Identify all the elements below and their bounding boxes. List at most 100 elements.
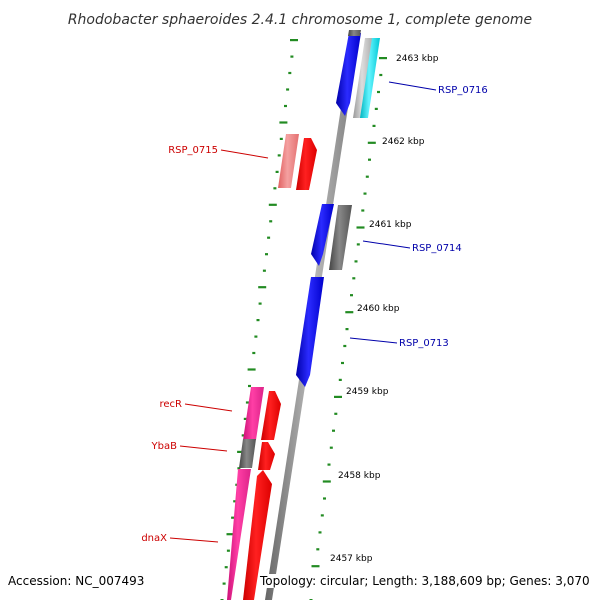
gene-ybaB-forward[interactable] <box>258 442 275 470</box>
right-guide-tick <box>334 412 338 415</box>
left-guide-tick <box>237 467 241 470</box>
gene-label-leaders <box>169 81 437 543</box>
leader-ybaB <box>179 445 228 452</box>
left-guide-tick <box>277 154 281 157</box>
left-guide-tick <box>288 71 292 75</box>
right-guide-tick <box>327 463 331 466</box>
left-guide-tick <box>290 55 294 58</box>
left-guide-tick <box>243 417 247 420</box>
tick-label-2457: 2457 kbp <box>330 554 373 564</box>
leader-rsp0716 <box>388 81 437 91</box>
gene-rsp0715-light[interactable] <box>278 134 299 188</box>
left-guide-tick <box>273 187 277 190</box>
gene-rsp0716-neighbor-silver[interactable] <box>353 38 373 118</box>
gene-rsp0715-forward[interactable] <box>296 138 317 190</box>
left-guide-tick <box>258 302 262 305</box>
leader-rsp0714 <box>362 240 411 249</box>
gene-dnaX-rna[interactable] <box>227 469 251 600</box>
right-guide-tick <box>352 277 356 280</box>
right-guide-tick <box>354 260 358 263</box>
left-guide-tick <box>245 401 249 404</box>
gene-label-ybaB[interactable]: YbaB <box>151 441 178 452</box>
gene-label-rsp0713[interactable]: RSP_0713 <box>399 338 449 349</box>
tick-guide-lines <box>220 39 387 600</box>
gene-rsp0716-reverse[interactable] <box>336 33 361 116</box>
left-guide-tick <box>222 582 226 585</box>
gene-rsp0714-gray[interactable] <box>329 205 352 270</box>
tick-label-2459: 2459 kbp <box>346 387 389 397</box>
leader-rsp0715 <box>220 149 269 159</box>
left-guide-tick <box>233 500 237 503</box>
right-guide-tick <box>322 480 331 483</box>
right-guide-tick <box>320 514 324 517</box>
right-guide-tick <box>377 90 380 94</box>
right-guide-tick <box>341 361 344 365</box>
gene-ybaB-gray[interactable] <box>239 439 256 468</box>
kbp-tick-labels: 2463 kbp 2462 kbp 2461 kbp 2460 kbp 2459… <box>330 54 439 564</box>
left-guide-tick <box>258 286 267 289</box>
right-guide-tick <box>332 429 335 432</box>
left-guide-tick <box>254 335 258 338</box>
left-guide-tick <box>226 549 230 552</box>
tick-label-2463: 2463 kbp <box>396 54 439 64</box>
left-guide-tick <box>269 220 273 223</box>
right-guide-tick <box>318 531 322 534</box>
gene-labels: RSP_0716 RSP_0715 RSP_0714 RSP_0713 recR… <box>141 85 487 544</box>
left-guide-tick <box>262 269 266 272</box>
right-guide-tick <box>368 158 371 161</box>
right-guide-tick <box>350 294 353 297</box>
right-guide-tick <box>367 141 376 144</box>
left-guide-tick <box>275 170 279 173</box>
gene-rsp0716-neighbor-cyan[interactable] <box>360 38 380 118</box>
gene-label-rsp0716[interactable]: RSP_0716 <box>438 85 488 96</box>
left-guide-tick <box>279 121 288 124</box>
right-guide-tick <box>363 192 367 195</box>
tick-label-2460: 2460 kbp <box>357 304 400 314</box>
accession-text: Accession: NC_007493 <box>8 574 145 588</box>
tick-label-2458: 2458 kbp <box>338 471 381 481</box>
left-guide-tick <box>284 104 287 108</box>
leader-rsp0713 <box>349 337 398 344</box>
gene-rsp0714-reverse[interactable] <box>311 204 334 266</box>
left-guide-tick <box>279 137 283 140</box>
gene-recR-rna[interactable] <box>243 387 264 440</box>
right-guide-tick <box>334 395 342 398</box>
right-guide-tick <box>356 226 365 229</box>
right-guide-tick <box>379 57 387 60</box>
tick-label-2461: 2461 kbp <box>369 220 412 230</box>
leader-recR <box>184 403 233 412</box>
gene-label-recR[interactable]: recR <box>160 399 183 410</box>
gene-rsp0713-reverse[interactable] <box>296 277 324 387</box>
left-guide-tick <box>247 368 256 371</box>
right-guide-tick <box>338 378 342 381</box>
left-guide-tick <box>226 533 235 536</box>
right-guide-tick <box>372 124 376 127</box>
right-guide-tick <box>316 548 320 551</box>
right-guide-tick <box>361 209 365 212</box>
left-guide-tick <box>231 516 235 519</box>
map-title: Rhodobacter sphaeroides 2.4.1 chromosome… <box>68 12 532 28</box>
left-guide-tick <box>252 351 256 355</box>
left-guide-tick <box>268 203 277 206</box>
right-guide-tick <box>345 328 349 331</box>
right-guide-tick <box>365 175 369 178</box>
left-guide-tick <box>290 39 298 42</box>
right-guide-tick <box>329 446 333 449</box>
left-guide-tick <box>256 319 260 322</box>
left-guide-tick <box>267 236 271 239</box>
gene-label-dnaX[interactable]: dnaX <box>141 533 167 544</box>
gene-label-rsp0714[interactable]: RSP_0714 <box>412 243 462 254</box>
gene-label-rsp0715[interactable]: RSP_0715 <box>168 145 218 156</box>
left-guide-tick <box>248 384 251 388</box>
left-guide-tick <box>265 253 268 256</box>
tick-label-2462: 2462 kbp <box>382 137 425 147</box>
gene-recR-forward[interactable] <box>261 391 281 440</box>
gene-dnaX-forward[interactable] <box>243 470 272 600</box>
topology-text: Topology: circular; Length: 3,188,609 bp… <box>260 574 590 588</box>
left-guide-tick <box>237 450 246 453</box>
gene-top-gray[interactable] <box>348 30 361 36</box>
right-guide-tick <box>345 311 354 314</box>
right-guide-tick <box>374 107 378 110</box>
